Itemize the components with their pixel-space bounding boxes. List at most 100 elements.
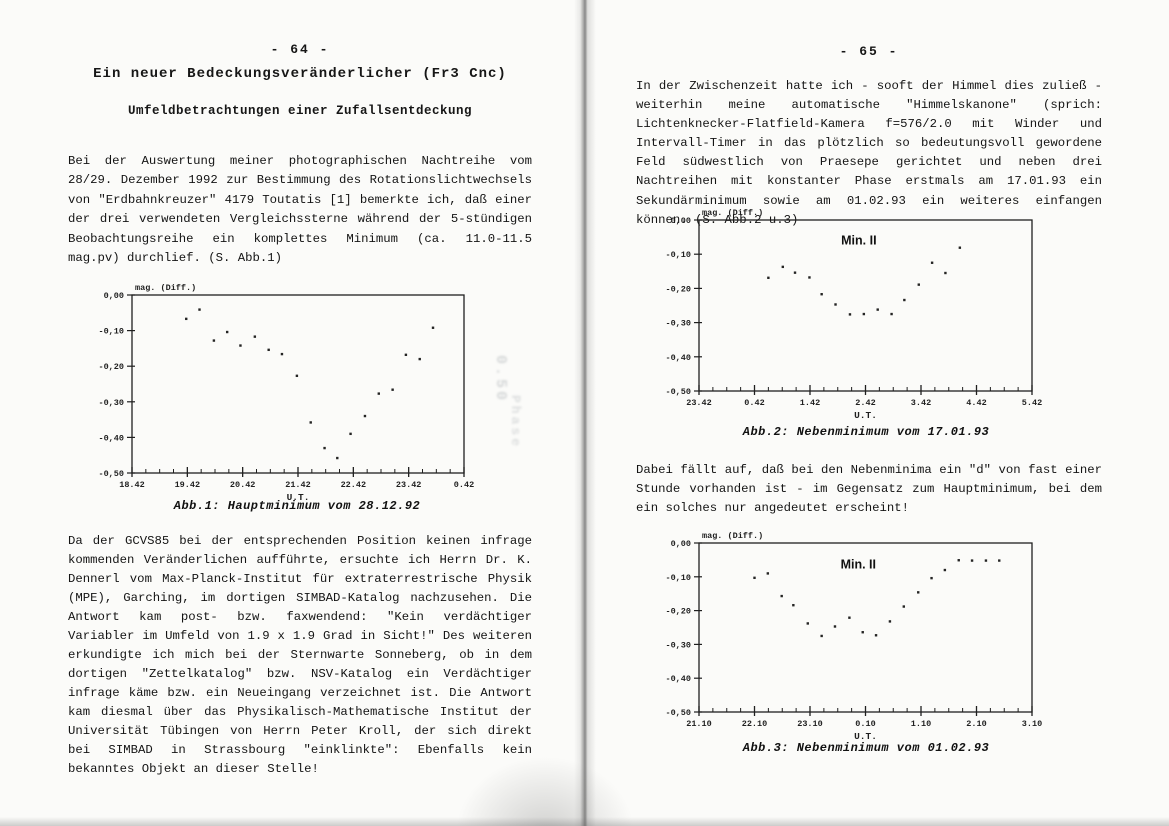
data-point xyxy=(917,283,920,286)
bleedthrough-text: 0.50 xyxy=(492,355,509,404)
data-point xyxy=(903,298,906,301)
data-point xyxy=(874,633,878,637)
data-point xyxy=(377,392,380,395)
fold-shadow xyxy=(455,756,635,826)
data-point xyxy=(404,353,407,357)
data-point xyxy=(984,559,988,562)
data-point xyxy=(266,348,270,352)
x-tick-label: 0.42 xyxy=(453,480,473,490)
x-tick-label: 2.42 xyxy=(855,398,875,408)
y-axis-label: mag. (Diff.) xyxy=(135,283,196,293)
data-point xyxy=(335,456,338,460)
y-axis-label: mag. (Diff.) xyxy=(702,531,763,541)
x-tick-label: 1.42 xyxy=(800,398,820,408)
data-point xyxy=(930,576,933,580)
y-tick-label: 0,00 xyxy=(103,291,123,301)
paragraph-catalog-search: Da der GCVS85 bei der entsprechenden Pos… xyxy=(68,534,532,776)
x-axis-label: U.T. xyxy=(854,731,877,742)
data-point xyxy=(998,559,1001,562)
y-tick-label: -0,40 xyxy=(665,674,691,684)
data-point xyxy=(793,271,797,274)
x-tick-label: 22.42 xyxy=(340,480,366,490)
x-tick-label: 18.42 xyxy=(119,480,145,490)
chart-annotation: Min. II xyxy=(841,557,876,571)
y-tick-label: -0,50 xyxy=(665,387,691,397)
data-point xyxy=(309,421,312,424)
data-point xyxy=(917,590,920,594)
data-point xyxy=(943,568,947,571)
page-number-left: - 64 - xyxy=(270,42,330,57)
caption-abb2: Abb.2: Nebenminimum vom 17.01.93 xyxy=(742,425,990,439)
data-point xyxy=(322,446,326,450)
data-point xyxy=(238,344,242,347)
x-tick-label: 20.42 xyxy=(229,480,255,490)
data-point xyxy=(431,326,434,329)
paragraph-nebenminima: Dabei fällt auf, daß bei den Nebenminima… xyxy=(636,463,1102,516)
page-gutter-shadow xyxy=(574,0,596,826)
data-point xyxy=(225,330,228,334)
x-tick-label: 4.42 xyxy=(966,398,986,408)
x-tick-label: 5.42 xyxy=(1022,398,1042,408)
x-tick-label: 23.42 xyxy=(686,398,712,408)
data-point xyxy=(834,302,837,306)
data-point xyxy=(781,265,785,268)
y-tick-label: -0,30 xyxy=(98,398,124,408)
x-tick-label: 2.10 xyxy=(966,719,986,729)
x-tick-label: 19.42 xyxy=(174,480,200,490)
data-point xyxy=(848,312,852,316)
y-tick-label: -0,10 xyxy=(665,572,691,582)
data-point xyxy=(958,246,962,249)
x-tick-label: 22.10 xyxy=(742,719,768,729)
x-tick-label: 0.42 xyxy=(744,398,764,408)
data-point xyxy=(944,271,947,274)
y-tick-label: -0,40 xyxy=(98,433,124,443)
x-tick-label: 1.10 xyxy=(911,719,931,729)
data-point xyxy=(184,317,187,321)
x-tick-label: 3.42 xyxy=(911,398,931,408)
x-tick-label: 23.42 xyxy=(395,480,421,490)
right-page: - 65 - In der Zwischenzeit hatte ich - s… xyxy=(592,0,1169,826)
data-point xyxy=(957,558,960,562)
x-axis-label: U.T. xyxy=(286,492,309,503)
y-tick-label: -0,20 xyxy=(665,606,691,616)
y-tick-label: -0,50 xyxy=(98,469,124,479)
data-point xyxy=(930,261,934,264)
y-tick-label: -0,50 xyxy=(665,708,691,718)
x-axis-label: U.T. xyxy=(854,410,877,421)
data-point xyxy=(766,571,770,575)
data-point xyxy=(390,388,394,391)
data-point xyxy=(888,619,892,623)
chart-annotation: Min. II xyxy=(841,233,876,247)
data-point xyxy=(212,339,215,342)
data-point xyxy=(792,603,795,607)
data-point xyxy=(253,335,256,338)
data-point xyxy=(295,374,298,378)
data-point xyxy=(753,576,756,579)
caption-abb3: Abb.3: Nebenminimum vom 01.02.93 xyxy=(742,741,990,755)
article-subtitle: Umfeldbetrachtungen einer Zufallsentdeck… xyxy=(127,104,473,118)
data-point xyxy=(363,414,366,418)
paragraph-himmelskanone: In der Zwischenzeit hatte ich - sooft de… xyxy=(636,79,1102,227)
chart-nebenminimum-abb2: mag. (Diff.) 0,00 -0,10 -0,20 -0,30 -0,40 -0,5… xyxy=(665,208,1042,421)
x-tick-label: 3.10 xyxy=(1022,719,1042,729)
chart-hauptminimum-abb1: mag. (Diff.) 0,00 -0,10 -0,20 -0,30 -0,40 -0,5… xyxy=(98,283,474,503)
y-tick-label: -0,20 xyxy=(665,284,691,294)
data-point xyxy=(970,559,974,562)
y-tick-label: -0,30 xyxy=(665,640,691,650)
y-tick-label: -0,30 xyxy=(665,318,691,328)
chart-nebenminimum-abb3: mag. (Diff.) 0,00 -0,10 -0,20 -0,30 -0,40 -0,5… xyxy=(665,531,1042,742)
data-point xyxy=(848,616,851,619)
paragraph-intro: Bei der Auswertung meiner photographisch… xyxy=(68,154,532,266)
y-tick-label: -0,40 xyxy=(665,352,691,362)
data-point xyxy=(890,312,893,315)
scan-bottom-edge xyxy=(0,817,1169,826)
data-point xyxy=(418,357,421,361)
data-point xyxy=(280,352,283,356)
data-point xyxy=(348,432,352,436)
y-tick-label: 0,00 xyxy=(671,539,691,549)
data-point xyxy=(780,594,783,597)
x-tick-label: 21.42 xyxy=(285,480,311,490)
x-tick-label: 21.10 xyxy=(686,719,712,729)
data-point xyxy=(861,630,864,634)
page-number-right: - 65 - xyxy=(839,44,899,59)
